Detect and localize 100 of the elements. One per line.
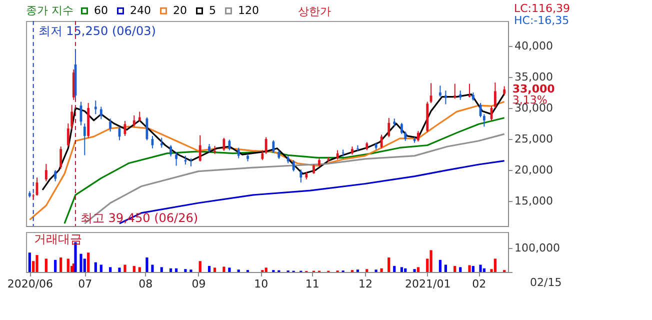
x-tick-label: 11 xyxy=(305,278,320,290)
bar xyxy=(264,268,268,272)
bar xyxy=(66,258,70,272)
bar xyxy=(438,260,442,272)
legend-title: 종가 지수 xyxy=(26,4,74,17)
bar xyxy=(444,264,447,272)
bar xyxy=(472,266,474,272)
candlestick xyxy=(83,123,86,156)
bar xyxy=(459,267,462,272)
candlestick xyxy=(272,140,275,154)
candlestick xyxy=(454,83,456,100)
candlestick xyxy=(228,139,231,151)
bar xyxy=(36,255,38,272)
candlestick xyxy=(70,104,74,130)
candlestick xyxy=(336,150,339,160)
candlestick xyxy=(494,82,496,108)
bar xyxy=(100,264,102,272)
bar xyxy=(430,250,432,272)
ref-line-label: 최저 15,250 (06/03) xyxy=(38,24,156,38)
y-tick-label: 25,000 xyxy=(514,132,553,146)
bar xyxy=(208,266,211,272)
bar xyxy=(169,268,172,272)
x-tick-label: 2021/01 xyxy=(405,278,451,290)
bar xyxy=(28,252,31,272)
candlestick xyxy=(404,131,407,142)
candlestick xyxy=(444,90,447,105)
bar xyxy=(174,268,178,272)
bar xyxy=(54,260,57,272)
candlestick xyxy=(94,100,97,115)
y-tick-label: 100,000 xyxy=(514,241,560,254)
candlestick xyxy=(417,130,420,142)
candlestick xyxy=(503,86,506,96)
bar xyxy=(124,264,126,272)
bar xyxy=(494,258,496,272)
candlestick xyxy=(198,134,202,162)
candlestick xyxy=(222,137,226,152)
x-tick-label: 02 xyxy=(472,278,486,290)
bar xyxy=(87,252,90,272)
x-tick-label: 10 xyxy=(254,278,268,290)
candlestick xyxy=(459,90,462,100)
bar xyxy=(94,262,97,272)
x-tick-label: 12 xyxy=(358,278,373,290)
candlestick xyxy=(438,85,442,98)
candlestick xyxy=(109,118,112,132)
x-tick-label: 09 xyxy=(192,278,206,290)
candlestick xyxy=(66,123,70,147)
candlestick xyxy=(44,163,48,182)
bar xyxy=(228,268,231,272)
candlestick xyxy=(170,144,172,157)
bar xyxy=(138,267,141,272)
bar xyxy=(80,254,82,272)
candlestick xyxy=(468,83,471,98)
legend-label: 5 xyxy=(209,4,216,17)
bar xyxy=(366,269,368,272)
bar xyxy=(400,267,404,272)
bar xyxy=(479,264,482,272)
bar xyxy=(213,268,216,272)
legend-label: 20 xyxy=(173,4,187,17)
candlestick xyxy=(54,170,57,182)
line-series xyxy=(64,117,506,224)
candlestick xyxy=(400,122,403,135)
bar xyxy=(44,258,48,272)
bar xyxy=(151,264,154,272)
line-series xyxy=(84,133,506,224)
x-tick-label: 08 xyxy=(138,278,153,290)
candlestick xyxy=(175,152,178,166)
y-tick-label: 35,000 xyxy=(514,70,553,84)
bar xyxy=(413,269,416,272)
bar xyxy=(160,267,163,272)
candlestick xyxy=(388,117,390,138)
candlestick xyxy=(100,106,102,120)
legend-label: 60 xyxy=(94,4,108,17)
bar xyxy=(388,257,390,272)
x-tick-label: 2020/06 xyxy=(7,278,54,290)
bar xyxy=(146,257,148,272)
legend-label: 240 xyxy=(130,4,151,17)
annotation: 33,000 xyxy=(512,82,556,96)
candlestick xyxy=(264,136,268,154)
bar xyxy=(416,267,420,272)
bar xyxy=(184,269,187,272)
legend-label: 120 xyxy=(238,4,259,17)
candlestick xyxy=(138,111,141,122)
x-tick-label: 07 xyxy=(78,278,92,290)
y-tick-label: 40,000 xyxy=(514,39,553,52)
candlestick xyxy=(132,114,136,128)
bar xyxy=(109,267,112,272)
text: LC:116,39 xyxy=(514,2,570,15)
chart-title: 거래대금 xyxy=(34,232,82,246)
bar xyxy=(198,261,202,272)
bar xyxy=(380,268,383,272)
bar xyxy=(132,266,136,272)
text: 상한가 xyxy=(298,5,331,18)
candlestick xyxy=(300,168,302,184)
y-tick-label: 15,000 xyxy=(514,194,553,208)
bar xyxy=(118,268,121,272)
bar xyxy=(482,268,486,272)
candlestick xyxy=(261,150,264,161)
candlestick xyxy=(60,146,62,170)
bar xyxy=(468,265,471,272)
text: HC:-16,35 xyxy=(514,14,570,27)
